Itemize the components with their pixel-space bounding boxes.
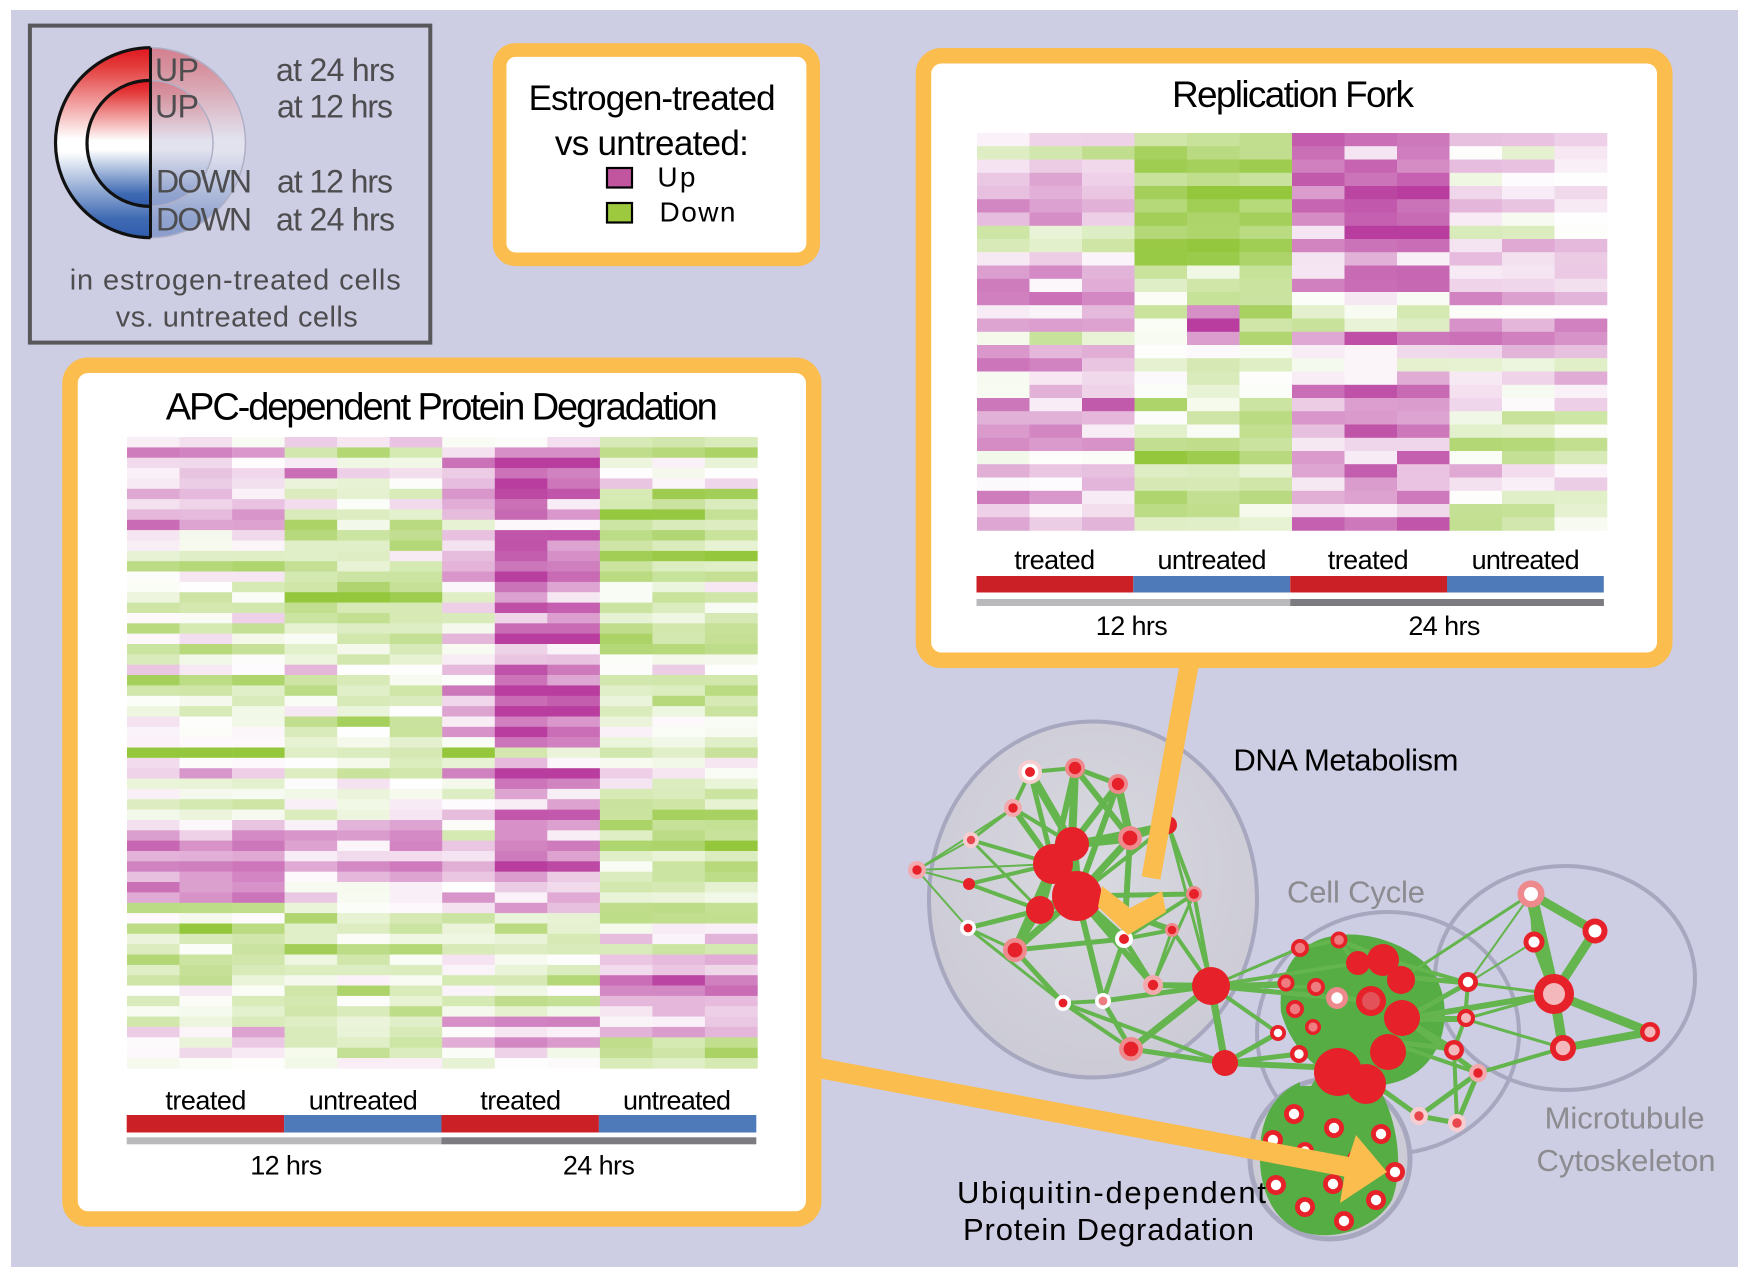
svg-text:Replication Fork: Replication Fork — [1172, 74, 1415, 115]
svg-text:at 24 hrs: at 24 hrs — [276, 202, 395, 238]
svg-text:vs untreated:: vs untreated: — [555, 124, 749, 163]
svg-text:Cytoskeleton: Cytoskeleton — [1537, 1143, 1716, 1178]
svg-text:Ubiquitin-dependent: Ubiquitin-dependent — [957, 1175, 1266, 1210]
svg-text:untreated: untreated — [1472, 545, 1580, 575]
svg-text:DOWN: DOWN — [156, 202, 252, 238]
svg-text:untreated: untreated — [309, 1085, 418, 1115]
svg-text:untreated: untreated — [1158, 545, 1267, 575]
svg-text:treated: treated — [1328, 545, 1409, 575]
svg-text:at 24 hrs: at 24 hrs — [276, 52, 395, 88]
svg-text:DOWN: DOWN — [156, 164, 252, 200]
svg-text:treated: treated — [165, 1085, 246, 1115]
svg-text:vs. untreated cells: vs. untreated cells — [116, 302, 358, 334]
svg-text:12 hrs: 12 hrs — [1096, 611, 1168, 641]
svg-text:Cell Cycle: Cell Cycle — [1287, 875, 1425, 910]
svg-text:UP: UP — [155, 52, 199, 88]
svg-text:untreated: untreated — [623, 1085, 731, 1115]
svg-text:24 hrs: 24 hrs — [563, 1150, 635, 1180]
svg-text:UP: UP — [155, 89, 199, 125]
svg-text:24 hrs: 24 hrs — [1408, 611, 1480, 641]
svg-text:APC-dependent Protein Degradat: APC-dependent Protein Degradation — [166, 387, 718, 429]
svg-text:in estrogen-treated cells: in estrogen-treated cells — [70, 265, 401, 297]
svg-text:at 12 hrs: at 12 hrs — [277, 164, 393, 200]
svg-text:treated: treated — [1014, 545, 1095, 575]
svg-text:Microtubule: Microtubule — [1545, 1101, 1705, 1136]
svg-text:DNA Metabolism: DNA Metabolism — [1233, 743, 1458, 778]
svg-text:treated: treated — [480, 1085, 561, 1115]
svg-text:Down: Down — [660, 197, 736, 228]
svg-text:12 hrs: 12 hrs — [250, 1150, 322, 1180]
svg-text:Up: Up — [657, 162, 695, 193]
svg-text:at 12 hrs: at 12 hrs — [277, 89, 393, 125]
svg-text:Protein Degradation: Protein Degradation — [963, 1212, 1254, 1247]
svg-text:Estrogen-treated: Estrogen-treated — [529, 79, 776, 118]
